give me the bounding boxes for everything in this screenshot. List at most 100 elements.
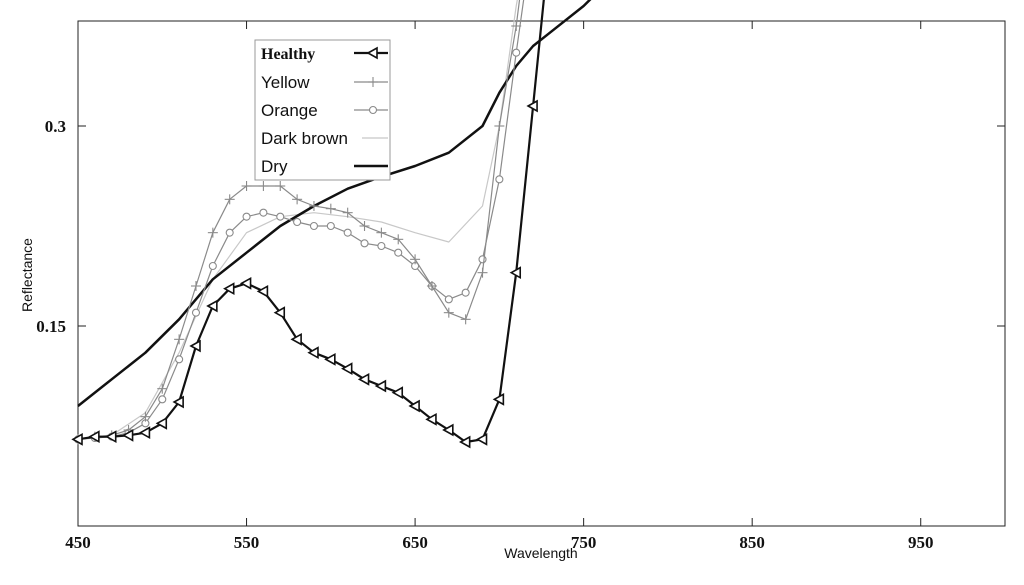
x-tick-label: 750 xyxy=(571,533,597,552)
legend-item-dry: Dry xyxy=(261,157,388,176)
plot-frame xyxy=(77,20,1006,527)
data-point-orange xyxy=(293,217,302,227)
data-point-healthy xyxy=(526,99,538,113)
data-point-orange xyxy=(461,288,470,297)
legend-marker xyxy=(368,105,378,115)
data-point-yellow xyxy=(157,383,168,394)
data-point-yellow xyxy=(275,181,286,191)
x-tick-label: 850 xyxy=(739,533,765,552)
data-point-healthy xyxy=(307,346,319,360)
data-point-orange xyxy=(444,295,453,304)
data-point-orange xyxy=(343,228,352,237)
data-point-yellow xyxy=(494,121,505,131)
data-point-orange xyxy=(309,221,319,231)
data-point-orange xyxy=(276,212,285,221)
data-point-orange xyxy=(158,395,167,404)
data-point-healthy xyxy=(88,430,100,444)
data-point-yellow xyxy=(224,194,235,205)
y-tick-label: 0.15 xyxy=(36,317,66,336)
data-point-healthy xyxy=(105,430,117,444)
data-point-healthy xyxy=(290,332,302,346)
data-point-healthy xyxy=(172,395,184,409)
data-point-healthy xyxy=(391,386,404,400)
data-point-yellow xyxy=(292,194,303,205)
y-axis: 0.150.30.450.6 xyxy=(36,117,1005,336)
legend-label: Healthy xyxy=(261,46,315,63)
data-point-healthy xyxy=(189,339,201,353)
legend-label: Dry xyxy=(261,157,288,176)
data-point-yellow xyxy=(376,227,387,238)
x-tick-label: 950 xyxy=(908,533,934,552)
data-point-yellow xyxy=(258,181,269,191)
data-point-yellow xyxy=(207,227,218,238)
data-point-healthy xyxy=(71,432,83,446)
legend-item-yellow: Yellow xyxy=(261,73,388,92)
data-point-healthy xyxy=(357,372,370,386)
data-point-healthy xyxy=(442,423,454,437)
x-tick-label: 650 xyxy=(402,533,428,552)
series-line-dark-brown xyxy=(77,0,518,440)
x-tick-label: 550 xyxy=(234,533,260,552)
data-point-yellow xyxy=(410,254,421,265)
data-point-orange xyxy=(512,48,521,57)
data-point-orange xyxy=(242,212,251,221)
data-point-orange xyxy=(377,241,386,251)
data-point-yellow xyxy=(325,203,336,214)
data-point-healthy xyxy=(206,299,218,313)
data-point-orange xyxy=(495,175,504,184)
data-point-orange xyxy=(191,308,201,317)
data-point-healthy xyxy=(425,412,437,426)
y-axis-label: Reflectance xyxy=(19,238,35,312)
x-axis: 450 550 650 750 850 950 xyxy=(65,21,933,552)
data-point-yellow xyxy=(241,181,252,191)
data-point-healthy xyxy=(138,426,151,440)
legend-label: Orange xyxy=(261,101,318,120)
legend-marker xyxy=(368,77,378,87)
data-point-healthy xyxy=(475,432,488,446)
data-point-orange xyxy=(394,248,403,257)
data-point-yellow xyxy=(342,207,353,218)
legend-marker xyxy=(366,46,378,60)
data-point-healthy xyxy=(121,428,134,442)
data-point-healthy xyxy=(256,284,269,298)
legend-item-healthy: Healthy xyxy=(261,46,388,63)
data-point-healthy xyxy=(273,306,286,320)
series-line-yellow xyxy=(77,0,521,440)
data-point-yellow xyxy=(140,411,151,422)
data-point-healthy xyxy=(341,362,353,376)
data-point-yellow xyxy=(359,221,370,231)
data-point-yellow xyxy=(426,281,437,291)
data-point-healthy xyxy=(324,352,336,366)
data-point-healthy xyxy=(155,416,168,430)
data-point-healthy xyxy=(459,435,471,449)
data-point-yellow xyxy=(477,267,488,278)
legend-item-dark-brown: Dark brown xyxy=(261,129,388,148)
y-tick-label: 0.3 xyxy=(45,117,66,136)
legend-label: Dark brown xyxy=(261,129,348,148)
data-point-orange xyxy=(175,355,184,364)
x-axis-label: Wavelength xyxy=(504,545,577,561)
legend: Healthy Yellow Orange Dark brown Dry xyxy=(254,39,391,181)
data-point-orange xyxy=(478,255,487,264)
series-healthy xyxy=(71,0,545,449)
data-point-healthy xyxy=(509,266,522,280)
data-point-orange xyxy=(208,261,217,271)
series-dark-brown xyxy=(77,0,518,440)
x-tick-label: 450 xyxy=(65,533,91,552)
data-point-orange xyxy=(360,239,369,248)
data-point-yellow xyxy=(443,307,454,318)
data-point-healthy xyxy=(374,379,387,393)
data-point-yellow xyxy=(308,201,319,211)
series-layer xyxy=(71,0,592,449)
data-point-yellow xyxy=(190,281,201,291)
data-point-yellow xyxy=(511,21,522,31)
data-point-healthy xyxy=(223,282,235,296)
data-point-healthy xyxy=(408,399,420,413)
data-point-healthy xyxy=(239,276,252,290)
data-point-orange xyxy=(259,208,268,217)
data-point-yellow xyxy=(393,234,404,245)
data-point-orange xyxy=(326,221,335,231)
data-point-healthy xyxy=(492,392,505,406)
legend-label: Yellow xyxy=(261,73,310,92)
